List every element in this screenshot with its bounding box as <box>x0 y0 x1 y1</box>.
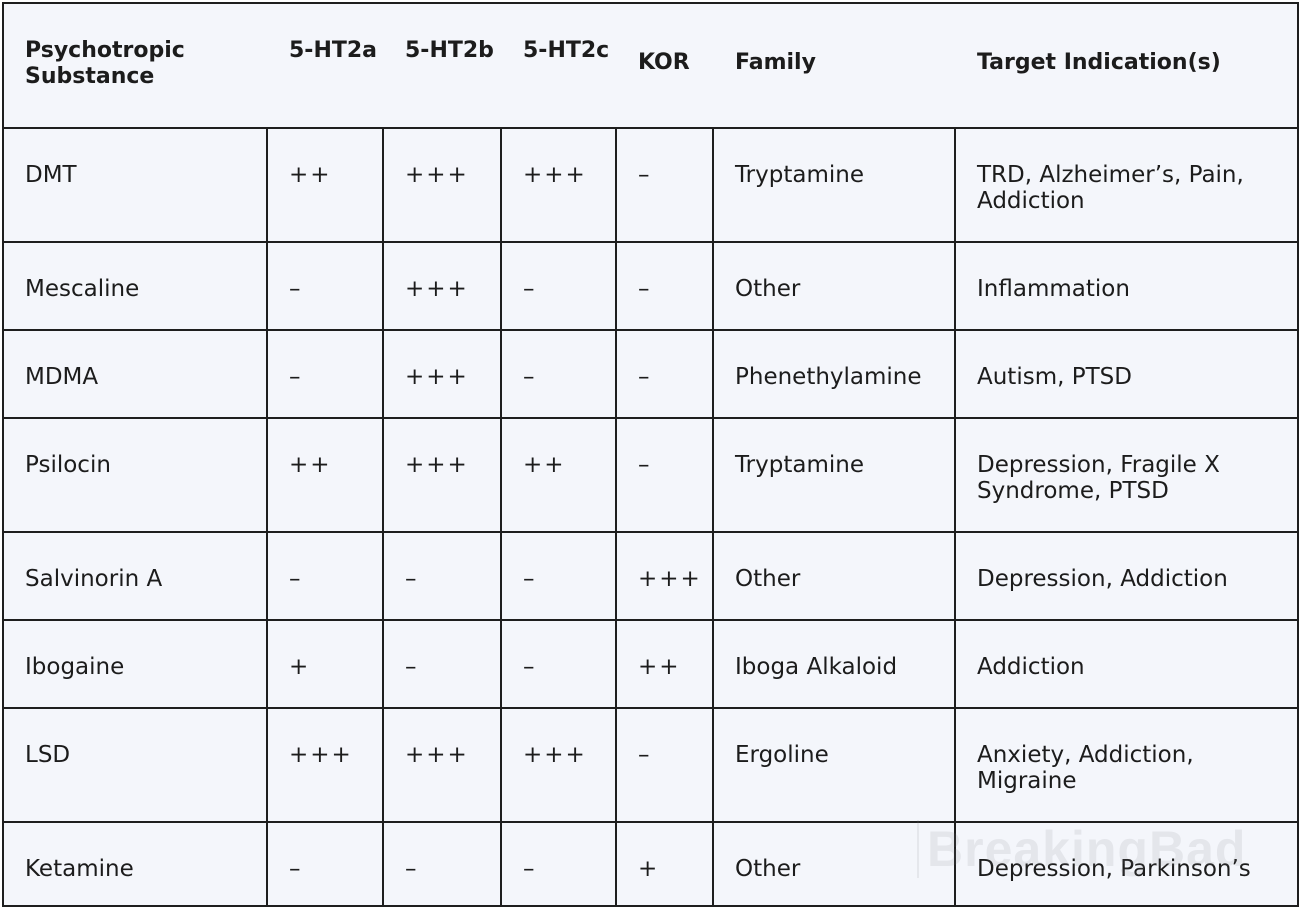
cell-substance: LSD <box>4 707 268 823</box>
cell-5ht2a: – <box>266 329 384 419</box>
cell-5ht2b: +++ <box>382 127 502 243</box>
table-row: DMT ++ +++ +++ – Tryptamine TRD, Alzheim… <box>4 127 1297 243</box>
cell-target-indications: Depression, Fragile X Syndrome, PTSD <box>954 417 1297 533</box>
cell-family: Other <box>712 531 956 621</box>
cell-5ht2b: +++ <box>382 707 502 823</box>
cell-target-indications: Autism, PTSD <box>954 329 1297 419</box>
cell-family: Iboga Alkaloid <box>712 619 956 709</box>
cell-5ht2b: – <box>382 531 502 621</box>
cell-family: Ergoline <box>712 707 956 823</box>
table-row: Mescaline – +++ – – Other Inflammation <box>4 241 1297 331</box>
header-target-indications: Target Indication(s) <box>955 4 1297 129</box>
cell-5ht2a: ++ <box>266 417 384 533</box>
cell-5ht2a: – <box>266 531 384 621</box>
table-row: Psilocin ++ +++ ++ – Tryptamine Depressi… <box>4 417 1297 533</box>
cell-substance: Salvinorin A <box>4 531 268 621</box>
cell-kor: – <box>615 329 714 419</box>
cell-substance: Mescaline <box>4 241 268 331</box>
cell-substance: DMT <box>4 127 268 243</box>
cell-5ht2b: – <box>382 821 502 905</box>
cell-kor: ++ <box>615 619 714 709</box>
cell-kor: – <box>615 127 714 243</box>
cell-5ht2a: + <box>266 619 384 709</box>
cell-target-indications: Depression, Parkinson’s <box>954 821 1297 905</box>
header-substance: Psychotropic Substance <box>4 4 267 129</box>
cell-5ht2c: – <box>500 821 617 905</box>
cell-kor: – <box>615 417 714 533</box>
cell-5ht2c: – <box>500 329 617 419</box>
table-row: Salvinorin A – – – +++ Other Depression,… <box>4 531 1297 621</box>
header-5ht2c: 5-HT2c <box>501 4 616 129</box>
cell-kor: +++ <box>615 531 714 621</box>
header-family: Family <box>713 4 955 129</box>
cell-substance: Psilocin <box>4 417 268 533</box>
cell-5ht2a: ++ <box>266 127 384 243</box>
table-header-row: Psychotropic Substance 5-HT2a 5-HT2b 5-H… <box>4 4 1297 129</box>
cell-family: Phenethylamine <box>712 329 956 419</box>
cell-target-indications: Inflammation <box>954 241 1297 331</box>
cell-5ht2c: +++ <box>500 127 617 243</box>
cell-kor: – <box>615 241 714 331</box>
cell-family: Other <box>712 241 956 331</box>
cell-kor: + <box>615 821 714 905</box>
cell-substance: MDMA <box>4 329 268 419</box>
cell-target-indications: Depression, Addiction <box>954 531 1297 621</box>
cell-kor: – <box>615 707 714 823</box>
cell-5ht2b: – <box>382 619 502 709</box>
cell-5ht2a: +++ <box>266 707 384 823</box>
table-row: Ketamine – – – + Other Depression, Parki… <box>4 821 1297 905</box>
cell-5ht2b: +++ <box>382 417 502 533</box>
table-row: Ibogaine + – – ++ Iboga Alkaloid Addicti… <box>4 619 1297 709</box>
cell-5ht2c: – <box>500 241 617 331</box>
cell-5ht2b: +++ <box>382 241 502 331</box>
cell-5ht2c: – <box>500 619 617 709</box>
cell-5ht2c: ++ <box>500 417 617 533</box>
cell-family: Other <box>712 821 956 905</box>
header-kor: KOR <box>616 4 713 129</box>
cell-target-indications: Addiction <box>954 619 1297 709</box>
cell-substance: Ketamine <box>4 821 268 905</box>
cell-target-indications: TRD, Alzheimer’s, Pain, Addiction <box>954 127 1297 243</box>
cell-substance: Ibogaine <box>4 619 268 709</box>
cell-family: Tryptamine <box>712 417 956 533</box>
cell-5ht2c: – <box>500 531 617 621</box>
header-5ht2b: 5-HT2b <box>383 4 501 129</box>
cell-5ht2a: – <box>266 241 384 331</box>
cell-5ht2c: +++ <box>500 707 617 823</box>
table-row: MDMA – +++ – – Phenethylamine Autism, PT… <box>4 329 1297 419</box>
header-5ht2a: 5-HT2a <box>267 4 383 129</box>
table-row: LSD +++ +++ +++ – Ergoline Anxiety, Addi… <box>4 707 1297 823</box>
cell-5ht2b: +++ <box>382 329 502 419</box>
cell-family: Tryptamine <box>712 127 956 243</box>
cell-5ht2a: – <box>266 821 384 905</box>
cell-target-indications: Anxiety, Addiction, Migraine <box>954 707 1297 823</box>
